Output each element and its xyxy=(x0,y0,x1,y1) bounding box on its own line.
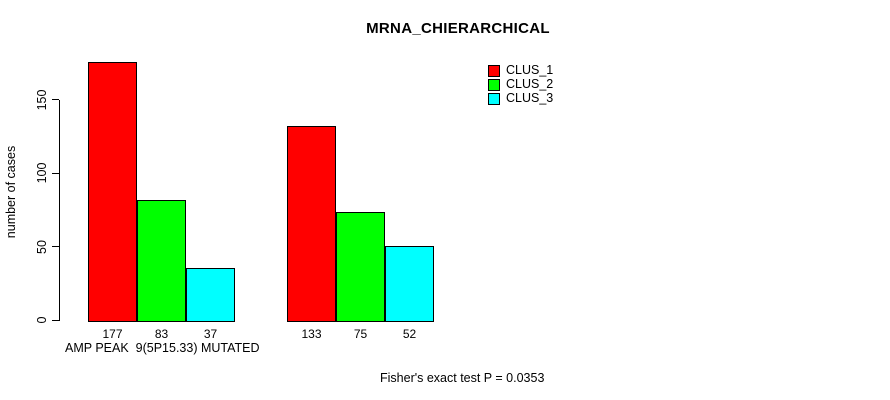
y-tick-label: 50 xyxy=(35,239,49,254)
y-tick-label: 0 xyxy=(35,316,49,324)
legend-item-clus-2: CLUS_2 xyxy=(488,77,554,91)
legend-item-clus-1: CLUS_1 xyxy=(488,63,554,77)
bar-value-clus_1-group1: 177 xyxy=(102,327,123,341)
legend: CLUS_1 CLUS_2 CLUS_3 xyxy=(488,63,554,105)
y-tick-mark xyxy=(52,319,59,321)
bar-value-clus_2-group2: 75 xyxy=(353,327,368,341)
y-axis-title: number of cases xyxy=(4,145,18,239)
bar-value-clus_2-group1: 83 xyxy=(154,327,169,341)
legend-swatch-clus-1-icon xyxy=(488,64,500,77)
y-tick-mark xyxy=(52,246,59,247)
bar-clus_3-group2 xyxy=(385,246,434,322)
bar-value-clus_1-group2: 133 xyxy=(301,327,322,341)
y-tick-label: 150 xyxy=(35,89,49,110)
chart-title: MRNA_CHIERARCHICAL xyxy=(366,20,550,37)
y-tick-mark xyxy=(52,172,59,174)
bar-value-clus_3-group2: 52 xyxy=(402,327,417,341)
legend-swatch-clus-3-icon xyxy=(488,92,500,105)
fisher-test-footnote: Fisher's exact test P = 0.0353 xyxy=(380,371,545,385)
bar-clus_2-group1 xyxy=(137,200,186,322)
bar-value-clus_3-group1: 37 xyxy=(203,327,218,341)
legend-label-clus-3: CLUS_3 xyxy=(506,91,554,105)
y-tick-label: 100 xyxy=(35,162,49,184)
bar-clus_3-group1 xyxy=(186,268,235,322)
legend-label-clus-1: CLUS_1 xyxy=(506,63,554,77)
y-tick-mark xyxy=(52,99,59,100)
x-axis-label: AMP PEAK 9(5P15.33) MUTATED xyxy=(65,341,260,355)
legend-swatch-clus-2-icon xyxy=(488,78,500,91)
bar-clus_2-group2 xyxy=(336,212,385,322)
legend-label-clus-2: CLUS_2 xyxy=(506,77,554,91)
y-axis-line xyxy=(59,99,60,321)
legend-item-clus-3: CLUS_3 xyxy=(488,91,554,105)
bar-clus_1-group1 xyxy=(88,62,137,322)
bar-clus_1-group2 xyxy=(287,126,336,322)
